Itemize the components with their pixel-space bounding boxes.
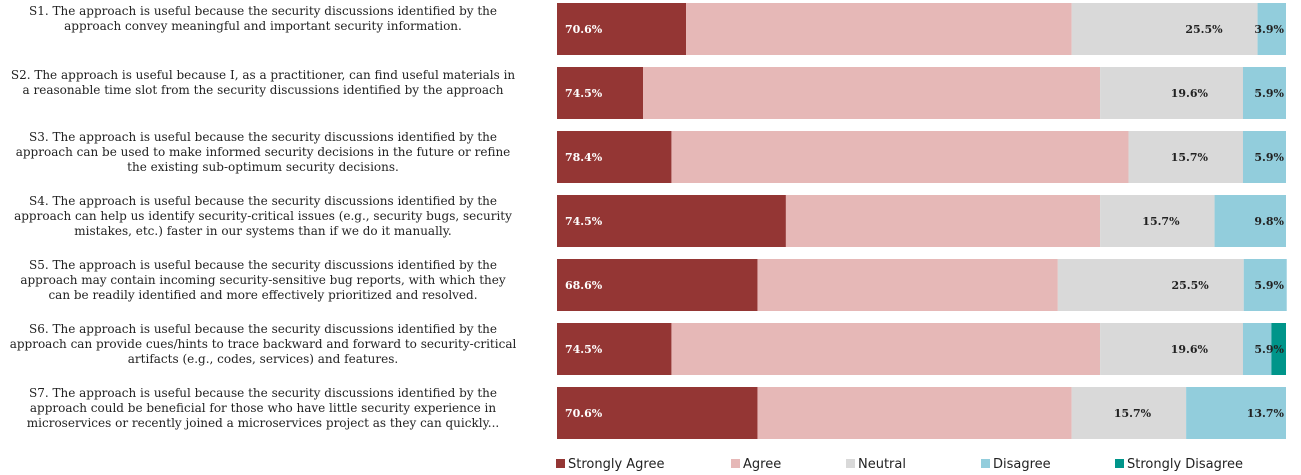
bar-row-s1: 70.6% 25.5% 3.9% (557, 3, 1286, 55)
bar-segment-disagree (1242, 131, 1286, 183)
statement-label-s5: approach may contain incoming security-s… (20, 273, 506, 287)
bar-segment-agree (643, 67, 1101, 119)
bar-segment-agree (757, 387, 1072, 439)
agree-total-label: 70.6% (565, 23, 603, 36)
agree-total-label: 70.6% (565, 407, 603, 420)
bar-segment-disagree (1243, 259, 1287, 311)
bar-segment-strongly-agree (557, 259, 758, 311)
disagree-total-label: 13.7% (1247, 407, 1285, 420)
neutral-label: 19.6% (1171, 343, 1209, 356)
bar-segment-agree (757, 259, 1058, 311)
bar-segment-neutral (1100, 67, 1243, 119)
bar-segment-strongly-agree (557, 67, 644, 119)
statement-label-s1: approach convey meaningful and important… (64, 19, 462, 33)
agree-total-label: 74.5% (565, 87, 603, 100)
agree-total-label: 78.4% (565, 151, 603, 164)
legend-swatch (981, 459, 990, 468)
bar-segment-agree (686, 3, 1072, 55)
legend-item-strongly-agree: Strongly Agree (556, 457, 665, 472)
bar-segment-neutral (1071, 387, 1187, 439)
bar-segment-disagree (1257, 3, 1286, 55)
legend-item-disagree: Disagree (981, 457, 1051, 472)
neutral-label: 25.5% (1185, 23, 1223, 36)
bar-row-s6: 74.5% 19.6% 5.9% (557, 323, 1286, 375)
bar-segment-agree (671, 131, 1129, 183)
statement-label-s7: microservices or recently joined a micro… (27, 416, 499, 430)
bar-segment-strongly-agree (557, 131, 672, 183)
legend-label: Neutral (858, 457, 906, 472)
disagree-total-label: 5.9% (1254, 343, 1284, 356)
disagree-total-label: 5.9% (1254, 279, 1284, 292)
agree-total-label: 74.5% (565, 343, 603, 356)
bar-segment-neutral (1128, 131, 1243, 183)
legend-item-agree: Agree (731, 457, 781, 472)
bar-segment-disagree (1186, 387, 1286, 439)
bar-row-s3: 78.4% 15.7% 5.9% (557, 131, 1286, 183)
bar-segment-neutral (1057, 259, 1244, 311)
bar-segment-agree (671, 323, 1101, 375)
neutral-label: 25.5% (1171, 279, 1209, 292)
legend-swatch (1115, 459, 1124, 468)
legend-label: Disagree (993, 457, 1051, 472)
bar-segment-strongly-agree (557, 3, 687, 55)
legend-label: Agree (743, 457, 781, 472)
statement-label-s3: S3. The approach is useful because the s… (29, 130, 497, 144)
statement-label-s2: S2. The approach is useful because I, as… (11, 68, 516, 82)
disagree-total-label: 5.9% (1254, 151, 1284, 164)
legend: Strongly Agree Agree Neutral Disagree Strong… (556, 457, 1243, 472)
neutral-label: 15.7% (1114, 407, 1152, 420)
neutral-label: 15.7% (1171, 151, 1209, 164)
bar-segment-strongly-disagree (1271, 323, 1286, 375)
disagree-total-label: 9.8% (1254, 215, 1284, 228)
statement-label-s1: S1. The approach is useful because the s… (29, 4, 497, 18)
legend-label: Strongly Disagree (1127, 457, 1243, 472)
statement-label-s7: S7. The approach is useful because the s… (29, 386, 497, 400)
statement-label-s5: can be readily identified and more effec… (48, 288, 477, 302)
disagree-total-label: 3.9% (1254, 23, 1284, 36)
neutral-label: 15.7% (1142, 215, 1180, 228)
statement-label-s6: S6. The approach is useful because the s… (29, 322, 497, 336)
bars-area: 70.6% 25.5% 3.9% 74.5% 19.6% 5.9% 78.4% 15.7% 5.… (557, 3, 1287, 439)
bar-segment-neutral (1071, 3, 1258, 55)
legend-item-strongly-disagree: Strongly Disagree (1115, 457, 1243, 472)
statement-label-s2: a reasonable time slot from the security… (23, 83, 504, 97)
bar-segment-disagree (1242, 67, 1286, 119)
statement-label-s6: approach can provide cues/hints to trace… (10, 337, 517, 351)
statement-label-s4: S4. The approach is useful because the s… (29, 194, 497, 208)
disagree-total-label: 5.9% (1254, 87, 1284, 100)
agree-total-label: 68.6% (565, 279, 603, 292)
legend-swatch (846, 459, 855, 468)
statement-label-s6: artifacts (e.g., codes, services) and fe… (128, 352, 398, 366)
bar-segment-disagree (1214, 195, 1286, 247)
legend-item-neutral: Neutral (846, 457, 906, 472)
bar-row-s7: 70.6% 15.7% 13.7% (557, 387, 1286, 439)
legend-swatch (556, 459, 565, 468)
statement-label-s4: approach can help us identify security-c… (14, 209, 512, 223)
statement-label-s5: S5. The approach is useful because the s… (29, 258, 497, 272)
bar-segment-neutral (1100, 195, 1215, 247)
bar-row-s5: 68.6% 25.5% 5.9% (557, 259, 1287, 311)
bar-segment-agree (785, 195, 1101, 247)
statement-labels: S1. The approach is useful because the s… (10, 4, 517, 430)
legend-label: Strongly Agree (568, 457, 665, 472)
neutral-label: 19.6% (1171, 87, 1209, 100)
statement-label-s7: approach could be beneficial for those w… (30, 401, 496, 415)
legend-swatch (731, 459, 740, 468)
bar-segment-neutral (1100, 323, 1243, 375)
statement-label-s4: mistakes, etc.) faster in our systems th… (74, 224, 452, 238)
bar-row-s2: 74.5% 19.6% 5.9% (557, 67, 1286, 119)
bar-segment-disagree (1242, 323, 1272, 375)
statement-label-s3: approach can be used to make informed se… (16, 145, 511, 159)
statement-label-s3: the existing sub-optimum security decisi… (127, 160, 399, 174)
bar-segment-strongly-agree (557, 323, 672, 375)
agree-total-label: 74.5% (565, 215, 603, 228)
bar-segment-strongly-agree (557, 387, 758, 439)
bar-segment-strongly-agree (557, 195, 786, 247)
bar-row-s4: 74.5% 15.7% 9.8% (557, 195, 1286, 247)
